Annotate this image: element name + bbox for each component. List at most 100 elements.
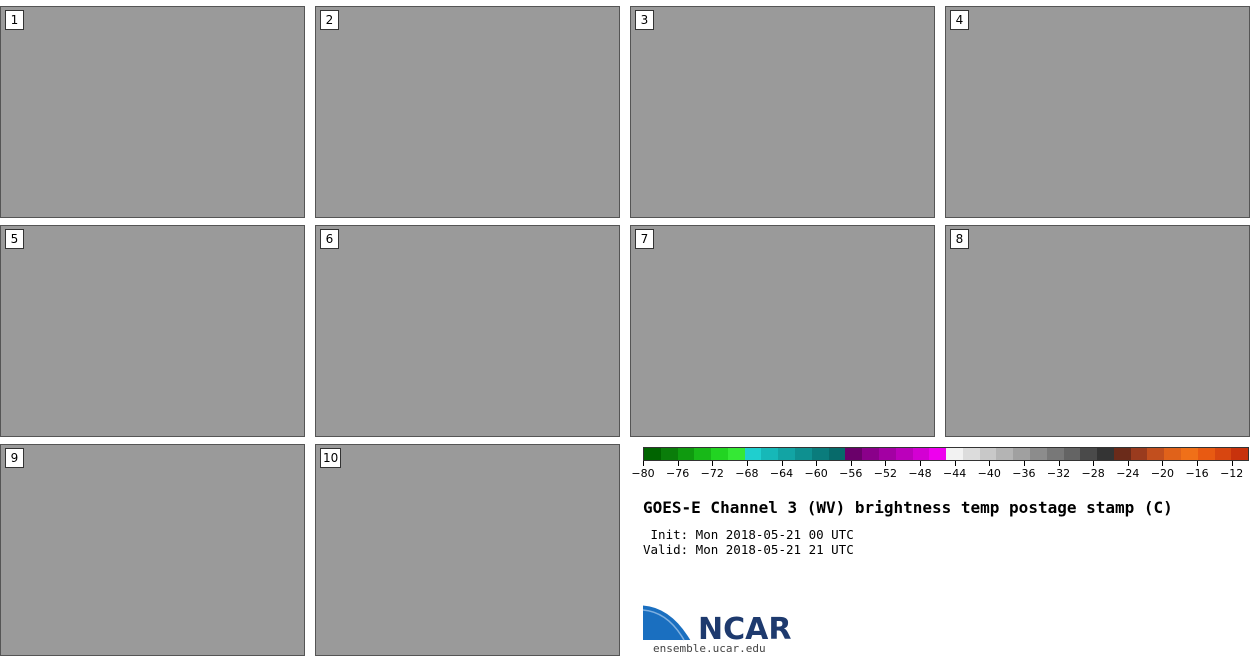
colorbar-segment	[1197, 448, 1215, 460]
colorbar-segment	[895, 448, 913, 460]
valid-time: Valid: Mon 2018-05-21 21 UTC	[643, 542, 854, 557]
member-panel-9: 9	[0, 444, 305, 656]
colorbar-tick-label: −44	[943, 467, 967, 480]
figure-title: GOES-E Channel 3 (WV) brightness temp po…	[643, 498, 1173, 517]
panel-label: 8	[950, 229, 969, 249]
colorbar-tick-label: −52	[873, 467, 897, 480]
colorbar-tick	[920, 461, 922, 466]
colorbar-segment	[1164, 448, 1181, 460]
colorbar-segment	[946, 448, 963, 460]
panel-label: 1	[5, 10, 24, 30]
colorbar-tick-label: −72	[700, 467, 724, 480]
member-panel-5: 5	[0, 225, 305, 437]
colorbar-segment	[677, 448, 695, 460]
colorbar-tick-label: −60	[804, 467, 828, 480]
colorbar-segment	[912, 448, 930, 460]
colorbar-segment	[1231, 448, 1249, 460]
colorbar-tick	[1162, 461, 1164, 466]
logo-text: NCAR	[698, 612, 792, 647]
colorbar-tick-label: −68	[735, 467, 759, 480]
colorbar-tick-label: −48	[908, 467, 932, 480]
colorbar-segment	[1181, 448, 1198, 460]
colorbar-tick	[1231, 461, 1233, 466]
colorbar-tick	[954, 461, 956, 466]
colorbar-segment	[996, 448, 1014, 460]
colorbar-tick-label: −64	[769, 467, 794, 480]
colorbar-tick	[885, 461, 887, 466]
colorbar-segment	[778, 448, 796, 460]
logo-url: ensemble.ucar.edu	[653, 642, 766, 655]
colorbar-segment	[811, 448, 829, 460]
colorbar-segment	[1097, 448, 1114, 460]
panel-label: 2	[320, 10, 339, 30]
colorbar-tick-label: −40	[977, 467, 1001, 480]
member-panel-6: 6	[315, 225, 620, 437]
panel-label: 6	[320, 229, 339, 249]
member-panel-1: 1	[0, 6, 305, 218]
member-panel-8: 8	[945, 225, 1250, 437]
colorbar-tick	[677, 461, 679, 466]
member-panel-4: 4	[945, 6, 1250, 218]
colorbar-segment	[962, 448, 980, 460]
colorbar-tick-label: −12	[1220, 467, 1244, 480]
colorbar-tick-label: −16	[1185, 467, 1209, 480]
colorbar-segment	[1113, 448, 1131, 460]
colorbar-tick	[1023, 461, 1025, 466]
colorbar-segment	[660, 448, 678, 460]
colorbar-segment	[1029, 448, 1047, 460]
colorbar-tick	[1093, 461, 1095, 466]
colorbar-segment	[1013, 448, 1030, 460]
colorbar-segment	[644, 448, 661, 460]
init-time: Init: Mon 2018-05-21 00 UTC	[643, 527, 854, 542]
colorbar-segment	[744, 448, 762, 460]
panel-label: 3	[635, 10, 654, 30]
colorbar-tick-label: −28	[1081, 467, 1105, 480]
colorbar-segment	[1147, 448, 1165, 460]
colorbar-segment	[1080, 448, 1098, 460]
colorbar-tick	[643, 461, 644, 466]
panel-label: 7	[635, 229, 654, 249]
member-panel-3: 3	[630, 6, 935, 218]
panel-label: 10	[320, 448, 342, 468]
panel-label: 9	[5, 448, 24, 468]
colorbar-segment	[878, 448, 896, 460]
colorbar-segment	[727, 448, 745, 460]
colorbar-segment	[711, 448, 728, 460]
colorbar-tick-label: −20	[1150, 467, 1175, 480]
colorbar-tick	[816, 461, 818, 466]
member-panel-10: 10	[315, 444, 620, 656]
ncar-logo-icon	[642, 602, 694, 641]
colorbar-segment	[862, 448, 879, 460]
colorbar-tick-label: −36	[1012, 467, 1036, 480]
colorbar-tick	[1058, 461, 1060, 466]
panel-label: 4	[950, 10, 969, 30]
colorbar-segment	[929, 448, 947, 460]
colorbar-tick	[989, 461, 991, 466]
colorbar-segment	[795, 448, 812, 460]
colorbar-segment	[1063, 448, 1081, 460]
member-panel-7: 7	[630, 225, 935, 437]
colorbar-tick	[746, 461, 748, 466]
colorbar-tick	[781, 461, 783, 466]
colorbar-tick-label: −56	[839, 467, 863, 480]
colorbar-segment	[1046, 448, 1064, 460]
colorbar-segment	[845, 448, 863, 460]
colorbar-segment	[1214, 448, 1232, 460]
colorbar	[643, 447, 1249, 461]
colorbar-segment	[1130, 448, 1148, 460]
colorbar-segment	[979, 448, 997, 460]
colorbar-tick	[712, 461, 714, 466]
panel-label: 5	[5, 229, 24, 249]
colorbar-segment	[761, 448, 779, 460]
colorbar-tick-label: −24	[1116, 467, 1140, 480]
colorbar-tick	[1197, 461, 1199, 466]
colorbar-tick-label: −76	[666, 467, 690, 480]
colorbar-segment	[828, 448, 846, 460]
colorbar-tick	[850, 461, 852, 466]
colorbar-segment	[694, 448, 712, 460]
colorbar-tick-label: −32	[1046, 467, 1071, 480]
member-panel-2: 2	[315, 6, 620, 218]
colorbar-tick	[1127, 461, 1129, 466]
colorbar-tick-label: −80	[631, 467, 655, 480]
colorbar-ticks: −80 −76 −72 −68 −64 −60 −56 −52 −48 −44 −40 −36 −32−…	[631, 461, 1249, 483]
